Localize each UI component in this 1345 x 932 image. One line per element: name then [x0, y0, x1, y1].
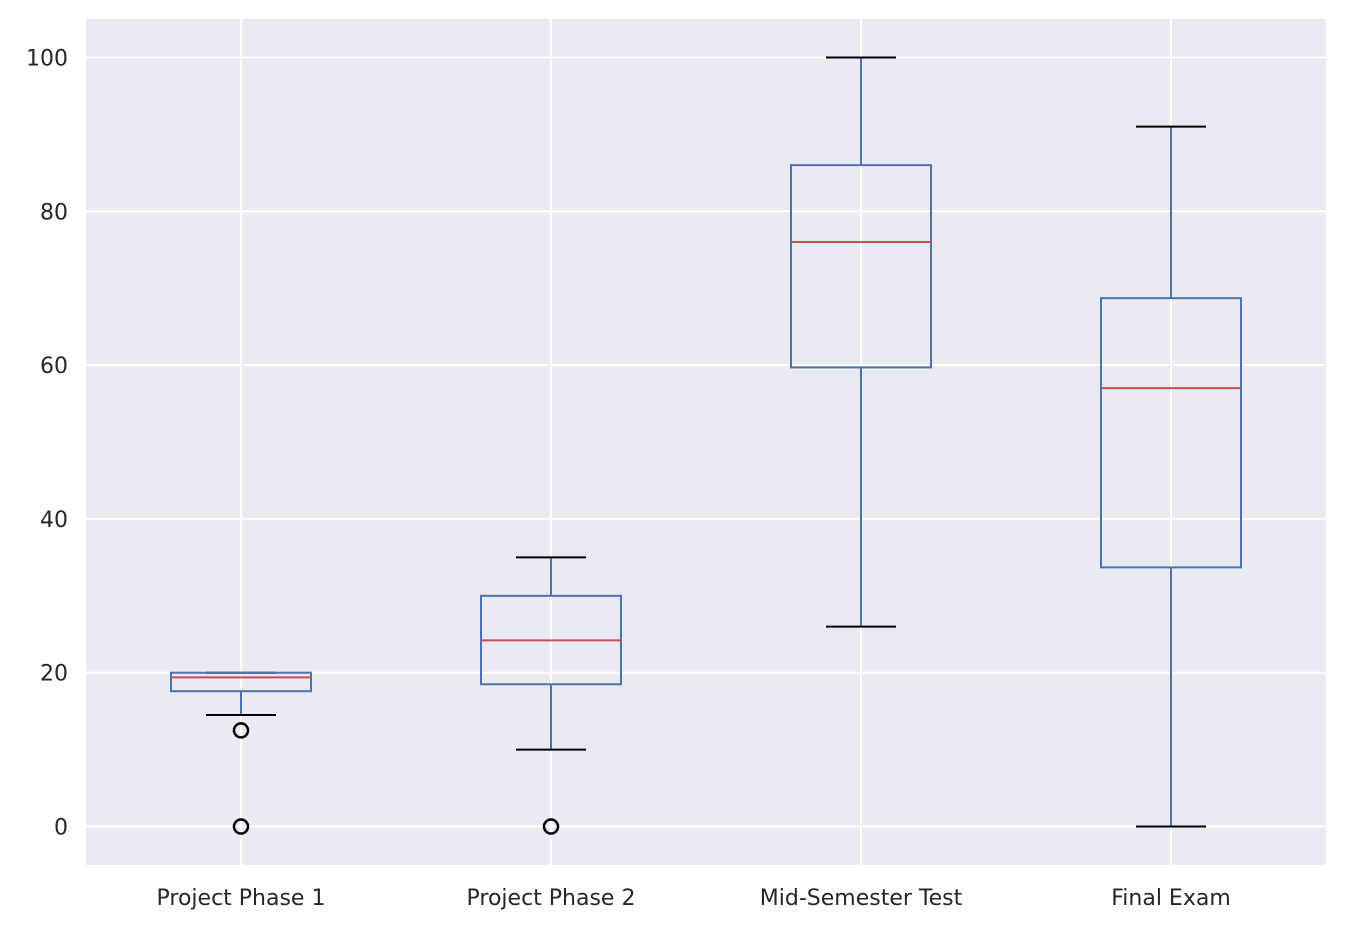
- x-tick-label-3: Mid-Semester Test: [760, 886, 963, 911]
- x-axis-ticks: Project Phase 1 Project Phase 2 Mid-Semest…: [157, 886, 1231, 911]
- y-tick-label-80: 80: [40, 200, 68, 225]
- x-tick-label-2: Project Phase 2: [467, 886, 636, 911]
- x-tick-label-1: Project Phase 1: [157, 886, 326, 911]
- y-tick-label-0: 0: [54, 816, 68, 841]
- y-tick-label-40: 40: [40, 508, 68, 533]
- y-axis-ticks: 0 20 40 60 80 100: [26, 46, 68, 840]
- y-tick-label-60: 60: [40, 354, 68, 379]
- y-tick-label-20: 20: [40, 662, 68, 687]
- plot-area: [86, 19, 1326, 865]
- y-tick-label-100: 100: [26, 46, 68, 71]
- x-tick-label-4: Final Exam: [1111, 886, 1231, 911]
